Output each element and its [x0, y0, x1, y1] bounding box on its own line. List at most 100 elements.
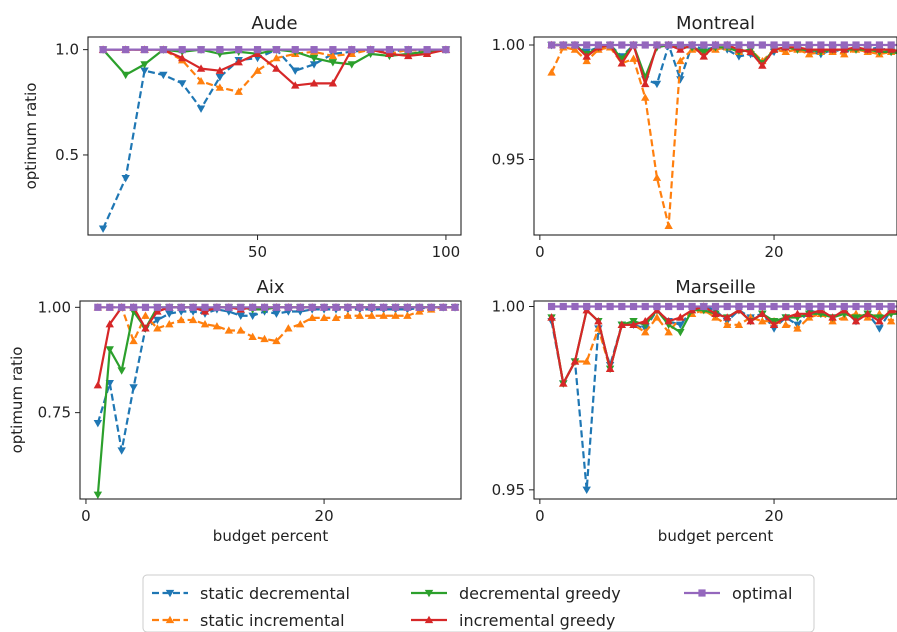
aix-line-incremental-greedy — [96, 306, 456, 386]
aix-point-incremental-greedy — [153, 307, 162, 315]
aude-plot-area — [98, 45, 451, 233]
marseille-point-optimal — [805, 302, 813, 311]
legend-label-decremental-greedy: decremental greedy — [459, 584, 621, 603]
aude-point-static-decremental — [121, 174, 130, 183]
aix-y-tick-label: 0.75 — [38, 404, 71, 422]
montreal-point-optimal — [793, 41, 802, 49]
montreal-point-optimal — [875, 41, 884, 49]
aix-point-static-incremental — [391, 311, 400, 319]
marseille-point-optimal — [700, 302, 708, 311]
marseille-point-incremental-greedy — [746, 316, 755, 325]
marseille-point-incremental-greedy — [875, 316, 884, 325]
montreal-x-tick-label: 0 — [535, 243, 545, 261]
aude-point-static-decremental — [309, 61, 319, 69]
marseille-point-static-incremental — [652, 313, 662, 321]
aix-point-optimal — [129, 303, 138, 311]
aix-point-optimal — [94, 303, 102, 311]
legend-marker-optimal — [698, 589, 706, 597]
marseille-point-static-decremental — [676, 321, 685, 330]
legend-item-optimal: optimal — [684, 584, 793, 603]
aude-point-incremental-greedy — [196, 64, 206, 72]
marseille-point-optimal — [782, 302, 790, 311]
montreal-point-optimal — [758, 41, 766, 49]
aude-point-incremental-greedy — [253, 49, 262, 58]
marseille-point-incremental-greedy — [804, 309, 814, 317]
aix-point-static-incremental — [403, 311, 412, 319]
aix-point-static-decremental — [129, 384, 138, 392]
aix-point-static-incremental — [177, 315, 186, 324]
aix-point-static-incremental — [272, 336, 281, 345]
aix-point-static-incremental — [153, 324, 162, 332]
marseille-x-axis-label: budget percent — [658, 527, 774, 545]
marseille-point-optimal — [828, 302, 837, 311]
aix-point-optimal — [368, 303, 376, 311]
aix-point-optimal — [201, 303, 209, 311]
marseille-point-incremental-greedy — [711, 309, 720, 317]
marseille-point-incremental-greedy — [793, 309, 802, 317]
aude-y-tick-label: 0.5 — [55, 146, 79, 164]
aix-point-static-incremental — [200, 319, 210, 328]
legend-marker-incremental-greedy — [424, 615, 434, 624]
aude-x-tick-label: 50 — [248, 243, 267, 261]
aix-point-static-incremental — [296, 319, 305, 328]
marseille-y-tick-label: 0.95 — [492, 481, 525, 499]
aude-title: Aude — [251, 13, 297, 34]
aix-point-incremental-greedy — [200, 307, 210, 315]
montreal-point-optimal — [747, 41, 755, 49]
aude-x-tick-label: 100 — [432, 243, 461, 261]
marseille-axes-frame — [533, 300, 897, 500]
aix-point-optimal — [153, 303, 161, 311]
montreal-point-optimal — [735, 41, 743, 49]
montreal-point-optimal — [583, 41, 591, 49]
aude-point-static-decremental — [140, 67, 149, 75]
aude-line-incremental-greedy — [103, 48, 447, 87]
aix-point-optimal — [260, 303, 269, 311]
montreal-point-incremental-greedy — [641, 79, 650, 88]
aude-line-static-decremental — [102, 48, 447, 230]
montreal-point-static-incremental — [652, 173, 662, 181]
legend-item-decremental-greedy: decremental greedy — [411, 584, 621, 603]
legend-frame — [142, 574, 815, 632]
montreal-point-optimal — [665, 41, 673, 49]
aude-point-static-incremental — [234, 87, 243, 95]
marseille-point-incremental-greedy — [641, 316, 650, 325]
aude-point-optimal — [122, 46, 130, 54]
aude-point-incremental-greedy — [177, 53, 187, 62]
montreal-point-static-incremental — [664, 221, 673, 229]
montreal-point-optimal — [770, 41, 778, 49]
marseille-x-tick-label: 20 — [765, 507, 784, 525]
legend-item-static-incremental: static incremental — [152, 611, 345, 630]
montreal-point-optimal — [828, 41, 837, 49]
montreal-point-optimal — [805, 41, 813, 49]
aix-point-static-decremental — [117, 447, 126, 455]
aix-y-axis-label: optimum ratio — [8, 347, 26, 454]
aix-point-static-incremental — [129, 336, 138, 345]
aude-point-optimal — [235, 46, 243, 54]
marseille-point-optimal — [793, 302, 802, 311]
montreal-point-optimal — [547, 41, 556, 49]
marseille-point-optimal — [735, 302, 743, 311]
aix-title: Aix — [257, 277, 285, 298]
aude-point-decremental-greedy — [347, 61, 356, 69]
aude-y-tick-label: 1.0 — [55, 41, 79, 59]
marseille-point-incremental-greedy — [828, 313, 837, 321]
aude-point-optimal — [442, 46, 450, 54]
montreal-point-incremental-greedy — [617, 59, 627, 67]
montreal-plot-area — [547, 40, 897, 229]
aix-point-static-incremental — [367, 311, 376, 319]
montreal-point-incremental-greedy — [746, 47, 755, 56]
legend-label-incremental-greedy: incremental greedy — [459, 611, 615, 630]
panel-aude: 50 100 0.5 1.0 Aude optimum ratio — [22, 13, 462, 261]
aude-point-optimal — [423, 46, 431, 54]
aude-point-optimal — [272, 46, 280, 54]
marseille-point-static-incremental — [758, 316, 767, 325]
aix-point-static-incremental — [212, 322, 222, 330]
aix-point-static-decremental — [93, 420, 103, 428]
montreal-point-optimal — [723, 41, 731, 49]
marseille-point-optimal — [770, 302, 778, 311]
legend-label-optimal: optimal — [732, 584, 793, 603]
aix-point-optimal — [415, 303, 423, 311]
aix-point-optimal — [308, 303, 316, 311]
panel-montreal: 0 20 0.95 1.00 Montreal — [492, 13, 897, 261]
marseille-point-optimal — [747, 302, 755, 311]
